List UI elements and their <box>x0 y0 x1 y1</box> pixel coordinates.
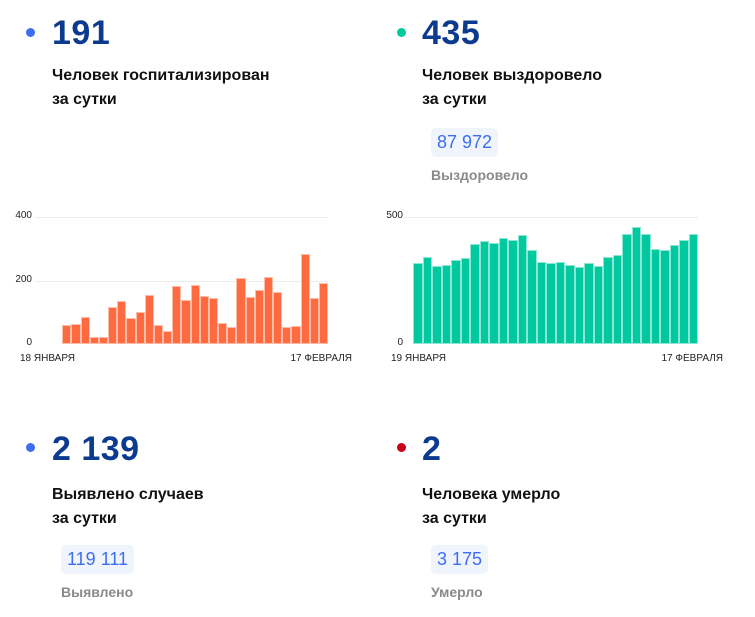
x-end-label: 17 ФЕВРАЛЯ <box>661 353 723 364</box>
bar <box>498 237 508 344</box>
bar <box>318 283 328 344</box>
bar <box>650 248 660 344</box>
label-line-1: Человека умерло <box>422 486 561 503</box>
bar <box>80 317 90 344</box>
bar <box>574 267 584 344</box>
x-start-label: 18 ЯНВАРЯ <box>20 353 76 364</box>
bar <box>190 285 200 344</box>
bar <box>441 264 451 344</box>
bar <box>536 261 546 344</box>
bar <box>470 244 480 344</box>
bar <box>555 262 565 344</box>
bar <box>282 326 292 344</box>
bar <box>631 226 641 344</box>
label-line-1: Человек госпитализирован <box>52 67 270 84</box>
bar <box>163 331 173 344</box>
bar <box>263 277 274 344</box>
x-end-label: 17 ФЕВРАЛЯ <box>290 353 352 364</box>
y-tick-label: 500 <box>386 210 403 221</box>
recovered-count: 435 <box>422 14 481 52</box>
y-tick-label: 400 <box>15 210 32 221</box>
bar <box>584 262 594 344</box>
bar <box>71 323 81 344</box>
bar <box>245 297 255 344</box>
bar <box>679 239 689 344</box>
gridline <box>35 217 328 218</box>
bar <box>208 297 219 344</box>
recovered-chart: 0 500 19 ЯНВАРЯ 17 ФЕВРАЛЯ <box>370 200 740 370</box>
bar <box>236 277 246 344</box>
bar <box>254 290 264 344</box>
bar <box>641 234 651 344</box>
bar <box>517 235 527 344</box>
recovered-label: Человек выздоровело за сутки <box>422 64 602 112</box>
label-line-2: за сутки <box>422 91 487 108</box>
bar <box>593 266 603 344</box>
bar <box>413 262 423 344</box>
y-tick-label: 200 <box>15 273 32 285</box>
bar <box>300 254 310 344</box>
cases-total-badge: 119 111 <box>61 545 135 574</box>
bar <box>309 297 319 344</box>
cases-total-label: Выявлено <box>61 584 134 600</box>
bar <box>612 254 622 344</box>
deaths-total-badge: 3 175 <box>431 545 489 574</box>
recovered-total-label: Выздоровело <box>431 167 529 183</box>
bar <box>291 326 301 344</box>
hospitalized-count: 191 <box>52 14 111 52</box>
recovered-total-badge: 87 972 <box>431 128 499 157</box>
hospitalized-label: Человек госпитализирован за сутки <box>52 64 270 112</box>
bar <box>660 250 670 344</box>
bar <box>153 324 164 344</box>
bar <box>688 233 698 344</box>
bar <box>669 245 679 344</box>
bar <box>622 234 632 344</box>
bar <box>603 257 613 344</box>
bar <box>432 265 442 344</box>
bar <box>117 301 127 344</box>
bar <box>144 295 154 344</box>
cases-count: 2 139 <box>52 430 140 468</box>
status-dot <box>26 28 35 37</box>
bar <box>108 307 118 344</box>
bar <box>181 299 191 344</box>
label-line-2: за сутки <box>52 91 117 108</box>
bar <box>565 265 575 344</box>
bar <box>479 240 489 344</box>
status-dot <box>397 28 406 37</box>
label-line-1: Выявлено случаев <box>52 486 204 503</box>
label-line-1: Человек выздоровело <box>422 67 603 84</box>
deaths-label: Человека умерло за сутки <box>422 483 560 531</box>
label-line-2: за сутки <box>422 510 487 527</box>
gridline <box>35 280 328 282</box>
y-tick-label: 0 <box>397 337 403 348</box>
bar <box>126 318 136 344</box>
hospitalized-chart: 0 200 400 18 ЯНВАРЯ 17 ФЕВРАЛЯ <box>0 200 370 370</box>
bar <box>89 337 99 344</box>
bar <box>489 243 499 344</box>
deaths-count: 2 <box>422 430 442 468</box>
bar <box>460 258 470 344</box>
y-tick-label: 0 <box>26 337 32 348</box>
bar <box>546 263 556 344</box>
bar <box>62 324 72 344</box>
gridline <box>405 217 698 218</box>
bar <box>218 323 228 344</box>
bar <box>199 295 209 344</box>
bar <box>273 292 283 344</box>
cases-label: Выявлено случаев за сутки <box>52 483 204 531</box>
status-dot <box>26 443 35 452</box>
deaths-total-label: Умерло <box>431 584 483 600</box>
bar <box>508 239 518 344</box>
x-start-label: 19 ЯНВАРЯ <box>391 353 447 364</box>
status-dot <box>397 443 406 452</box>
bar <box>422 257 432 344</box>
label-line-2: за сутки <box>52 510 117 527</box>
bar <box>227 327 237 344</box>
bar <box>135 312 145 344</box>
bar <box>98 337 109 344</box>
bar <box>172 286 182 344</box>
bar <box>527 249 537 344</box>
bar <box>451 260 461 344</box>
